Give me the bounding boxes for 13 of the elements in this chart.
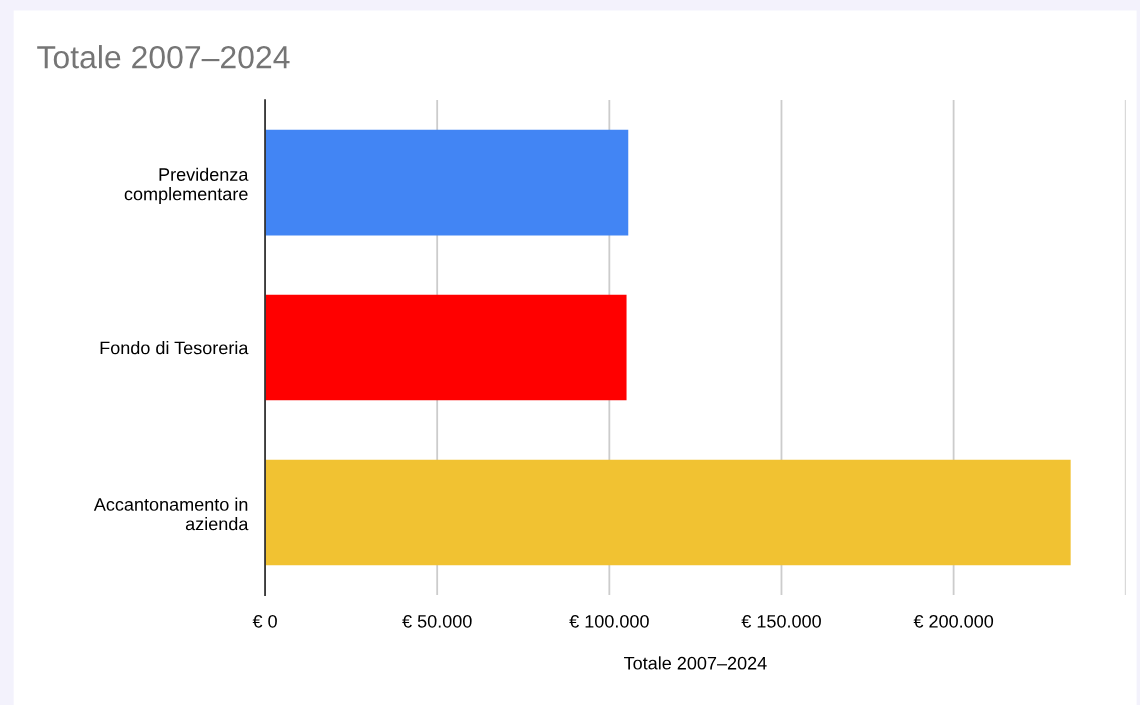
y-tick-label: Previdenza complementare <box>124 167 249 204</box>
x-tick-label: € 150.000 <box>741 614 821 628</box>
x-tick-label: € 0 <box>252 614 277 628</box>
bar <box>265 459 1071 566</box>
x-tick-label: € 200.000 <box>913 614 994 628</box>
bar <box>265 129 629 236</box>
x-axis-title: Totale 2007–2024 <box>624 656 767 670</box>
y-tick-label: Accantonamento in azienda <box>93 497 249 531</box>
bar <box>265 294 627 401</box>
y-tick-label: Fondo di Tesoreria <box>100 341 249 355</box>
x-tick-label: € 100.000 <box>569 614 649 628</box>
chart-title: Totale 2007–2024 <box>37 45 290 69</box>
x-tick-label: € 50.000 <box>402 614 472 628</box>
